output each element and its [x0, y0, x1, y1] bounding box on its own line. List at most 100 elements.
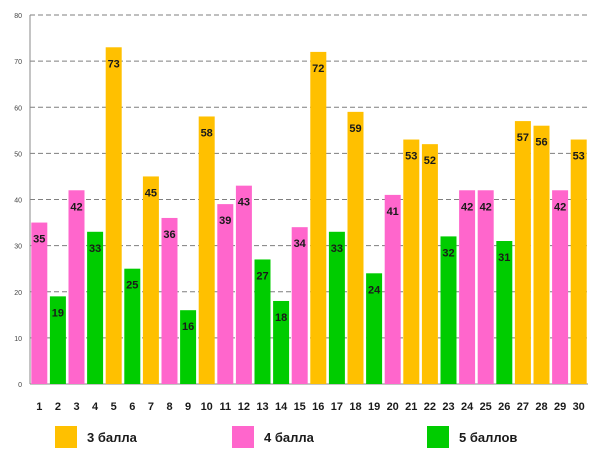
- legend-item-5: 5 баллов: [427, 426, 517, 448]
- bar: [68, 190, 85, 384]
- x-tick-label: 6: [129, 401, 135, 413]
- x-tick-label: 14: [275, 401, 288, 413]
- x-tick-label: 18: [349, 401, 361, 413]
- x-tick-label: 16: [312, 401, 324, 413]
- data-label: 18: [275, 312, 287, 324]
- data-label: 41: [387, 206, 399, 218]
- y-tick-label: 40: [14, 198, 22, 205]
- bar: [552, 190, 569, 384]
- data-label: 31: [498, 252, 510, 264]
- data-label: 45: [145, 187, 157, 199]
- x-tick-label: 24: [461, 401, 474, 413]
- data-label: 24: [368, 284, 381, 296]
- data-label: 32: [442, 247, 454, 259]
- bar: [254, 259, 271, 384]
- legend-swatch-5: [427, 426, 449, 448]
- legend-swatch-4: [232, 426, 254, 448]
- data-label: 53: [405, 151, 417, 163]
- x-tick-label: 25: [480, 401, 492, 413]
- x-tick-label: 23: [442, 401, 454, 413]
- data-label: 42: [461, 201, 473, 213]
- x-tick-label: 27: [517, 401, 529, 413]
- bar: [105, 47, 122, 384]
- bar: [514, 121, 531, 385]
- bar: [31, 222, 48, 384]
- bar: [366, 273, 383, 384]
- x-tick-label: 3: [73, 401, 79, 413]
- x-tick-label: 7: [148, 401, 154, 413]
- data-label: 33: [89, 243, 101, 255]
- data-label: 59: [349, 123, 361, 135]
- bar: [477, 190, 494, 384]
- bar: [49, 296, 66, 384]
- x-tick-label: 9: [185, 401, 191, 413]
- data-label: 72: [312, 63, 324, 75]
- x-tick-label: 17: [331, 401, 343, 413]
- bar: [87, 231, 104, 384]
- bar: [496, 241, 513, 384]
- x-tick-label: 19: [368, 401, 380, 413]
- x-tick-label: 12: [238, 401, 250, 413]
- data-label: 43: [238, 197, 250, 209]
- data-label: 33: [331, 243, 343, 255]
- x-tick-label: 1: [36, 401, 42, 413]
- y-tick-label: 10: [14, 336, 22, 343]
- data-label: 73: [108, 58, 120, 70]
- bar: [198, 116, 215, 384]
- legend-label-4: 4 балла: [264, 429, 314, 445]
- x-tick-label: 20: [387, 401, 399, 413]
- legend-item-4: 4 балла: [232, 426, 314, 448]
- data-label: 25: [126, 280, 138, 292]
- x-tick-label: 30: [573, 401, 585, 413]
- x-tick-label: 22: [424, 401, 436, 413]
- x-tick-label: 2: [55, 401, 61, 413]
- y-tick-label: 80: [14, 13, 22, 20]
- data-label: 58: [201, 127, 213, 139]
- data-label: 52: [424, 155, 436, 167]
- x-tick-label: 26: [498, 401, 510, 413]
- data-label: 53: [573, 151, 585, 163]
- data-label: 39: [219, 215, 231, 227]
- bar: [142, 176, 159, 384]
- bar: [235, 185, 252, 384]
- x-tick-label: 10: [201, 401, 213, 413]
- bar: [570, 139, 587, 384]
- data-label: 57: [517, 132, 529, 144]
- data-label: 34: [294, 238, 307, 250]
- legend-label-5: 5 баллов: [459, 429, 518, 445]
- y-tick-label: 0: [18, 382, 22, 389]
- x-tick-label: 5: [111, 401, 117, 413]
- bar: [384, 194, 401, 384]
- bar: [403, 139, 420, 384]
- x-tick-label: 28: [535, 401, 547, 413]
- x-tick-label: 8: [166, 401, 172, 413]
- x-tick-label: 29: [554, 401, 566, 413]
- bar: [440, 236, 457, 384]
- y-tick-label: 50: [14, 151, 22, 158]
- bar: [310, 51, 327, 385]
- data-label: 16: [182, 321, 194, 333]
- bar: [273, 300, 290, 384]
- data-label: 42: [554, 201, 566, 213]
- data-label: 36: [163, 229, 175, 241]
- data-label: 56: [535, 137, 547, 149]
- bar: [161, 217, 178, 384]
- bar: [421, 144, 438, 384]
- x-tick-label: 15: [294, 401, 306, 413]
- bar: [533, 125, 550, 384]
- y-tick-label: 60: [14, 105, 22, 112]
- bar: [347, 111, 364, 385]
- legend-swatch-3: [55, 426, 77, 448]
- data-label: 19: [52, 307, 64, 319]
- x-tick-label: 11: [219, 401, 231, 413]
- data-label: 27: [256, 270, 268, 282]
- bar: [459, 190, 476, 384]
- bar: [328, 231, 345, 384]
- y-tick-label: 30: [14, 244, 22, 251]
- data-label: 42: [480, 201, 492, 213]
- bar: [124, 268, 141, 384]
- bar: [217, 204, 234, 384]
- data-label: 42: [70, 201, 82, 213]
- x-tick-label: 21: [405, 401, 417, 413]
